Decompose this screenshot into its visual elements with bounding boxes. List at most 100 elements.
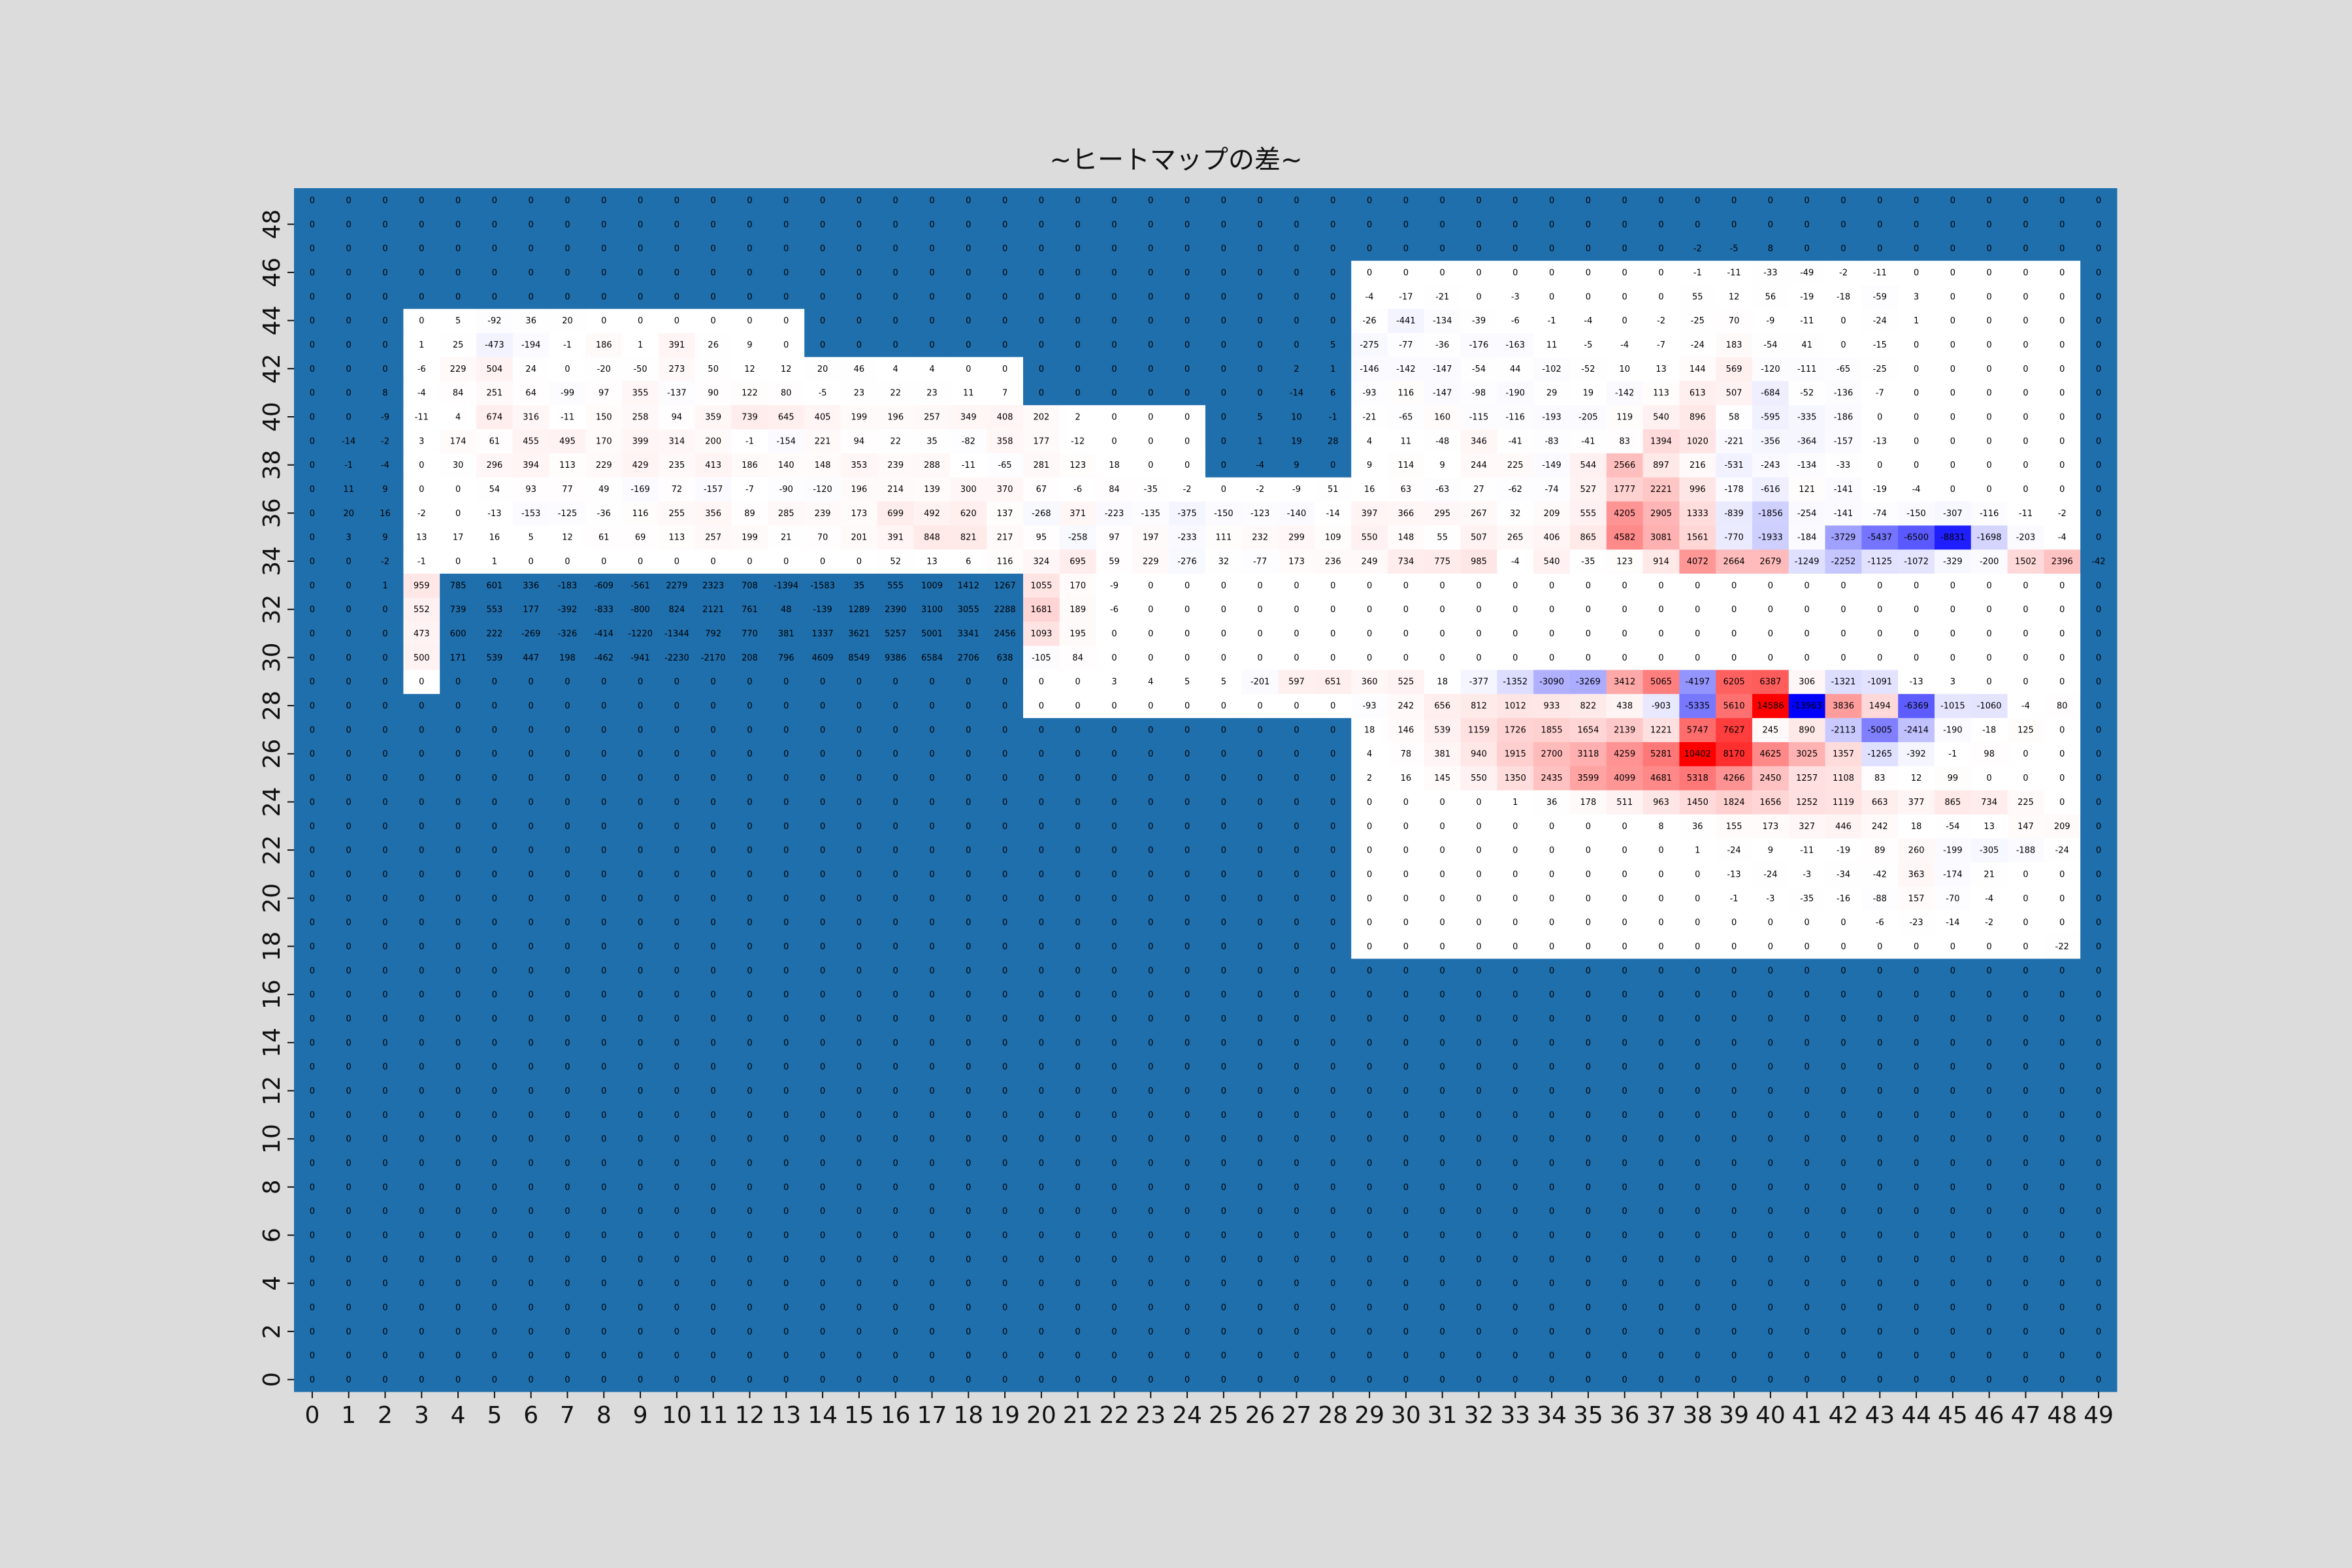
cell-value-label: 0 bbox=[1258, 196, 1263, 206]
cell-value-label: 0 bbox=[310, 774, 315, 783]
cell-value-label: 0 bbox=[1148, 412, 1153, 422]
cell-value-label: 0 bbox=[1549, 653, 1554, 663]
cell-value-label: 0 bbox=[638, 557, 643, 567]
heatmap-cell bbox=[1716, 1247, 1753, 1272]
cell-value-label: -13 bbox=[1873, 436, 1887, 446]
cell-value-label: -13 bbox=[1909, 678, 1923, 687]
cell-value-label: -141 bbox=[1834, 485, 1854, 495]
cell-value-label: -1394 bbox=[774, 581, 798, 591]
cell-value-label: 0 bbox=[638, 1351, 643, 1361]
heatmap-cell bbox=[1570, 982, 1607, 1007]
cell-value-label: 0 bbox=[1805, 1351, 1810, 1361]
cell-value-label: 0 bbox=[1111, 1111, 1117, 1120]
cell-value-label: 0 bbox=[2023, 220, 2028, 230]
heatmap-cell bbox=[1315, 1295, 1352, 1320]
cell-value-label: 0 bbox=[638, 244, 643, 254]
cell-value-label: 0 bbox=[711, 316, 716, 326]
cell-value-label: 0 bbox=[1258, 1086, 1263, 1096]
cell-value-label: 0 bbox=[564, 1207, 570, 1217]
cell-value-label: 0 bbox=[783, 870, 789, 879]
cell-value-label: 0 bbox=[1476, 1255, 1481, 1265]
cell-value-label: 0 bbox=[1221, 605, 1226, 615]
cell-value-label: 0 bbox=[529, 244, 534, 254]
heatmap-cell bbox=[841, 1006, 878, 1031]
cell-value-label: -25 bbox=[1691, 316, 1705, 326]
cell-value-label: 0 bbox=[711, 894, 716, 904]
heatmap-cell bbox=[1533, 1054, 1571, 1079]
cell-value-label: 0 bbox=[1258, 220, 1263, 230]
cell-value-label: -183 bbox=[558, 581, 578, 591]
cell-value-label: 0 bbox=[929, 798, 934, 808]
cell-value-label: 0 bbox=[1258, 1062, 1263, 1072]
cell-value-label: 1681 bbox=[1030, 605, 1052, 615]
cell-value-label: -135 bbox=[1141, 509, 1161, 519]
cell-value-label: 0 bbox=[1695, 1183, 1700, 1192]
cell-value-label: -24 bbox=[1727, 846, 1740, 856]
cell-value-label: 97 bbox=[598, 389, 610, 399]
cell-value-label: 0 bbox=[1294, 268, 1299, 278]
cell-value-label: 0 bbox=[1987, 340, 1992, 350]
cell-value-label: 0 bbox=[1658, 1135, 1663, 1145]
cell-value-label: 0 bbox=[1111, 244, 1117, 254]
cell-value-label: 555 bbox=[887, 581, 904, 591]
cell-value-label: 0 bbox=[1002, 244, 1007, 254]
cell-value-label: 0 bbox=[564, 1183, 570, 1192]
heatmap-cell bbox=[1278, 1343, 1315, 1368]
cell-value-label: 0 bbox=[2023, 1255, 2028, 1265]
cell-value-label: 0 bbox=[1512, 1327, 1518, 1337]
cell-value-label: -4 bbox=[1584, 316, 1592, 326]
heatmap-cell bbox=[1388, 1367, 1425, 1392]
heatmap-cell bbox=[367, 1151, 404, 1176]
cell-value-label: 0 bbox=[310, 1183, 315, 1192]
cell-value-label: 0 bbox=[747, 749, 752, 759]
cell-value-label: 0 bbox=[2023, 918, 2028, 928]
cell-value-label: 0 bbox=[1440, 1014, 1445, 1024]
cell-value-label: 0 bbox=[783, 798, 789, 808]
cell-value-label: 0 bbox=[529, 1327, 534, 1337]
cell-value-label: 157 bbox=[1908, 894, 1925, 904]
heatmap-cell bbox=[768, 1367, 805, 1392]
cell-value-label: 0 bbox=[601, 846, 606, 856]
cell-value-label: 2905 bbox=[1650, 509, 1672, 519]
cell-value-label: -188 bbox=[2016, 846, 2036, 856]
cell-value-label: 244 bbox=[1471, 461, 1487, 470]
cell-value-label: 0 bbox=[1987, 1327, 1992, 1337]
cell-value-label: 0 bbox=[1731, 653, 1737, 663]
cell-value-label: 0 bbox=[601, 1303, 606, 1313]
cell-value-label: 0 bbox=[2059, 1135, 2065, 1145]
cell-value-label: 0 bbox=[1476, 581, 1481, 591]
cell-value-label: 0 bbox=[1731, 966, 1737, 976]
cell-value-label: 0 bbox=[1403, 1038, 1409, 1048]
cell-value-label: 0 bbox=[1221, 365, 1226, 374]
heatmap-cell bbox=[622, 1295, 659, 1320]
cell-value-label: -9 bbox=[1110, 581, 1119, 591]
cell-value-label: 0 bbox=[1512, 196, 1518, 206]
cell-value-label: 0 bbox=[310, 942, 315, 952]
cell-value-label: 0 bbox=[1221, 798, 1226, 808]
heatmap-cell bbox=[1424, 1126, 1462, 1152]
cell-value-label: 171 bbox=[450, 653, 466, 663]
cell-value-label: 296 bbox=[486, 461, 502, 470]
cell-value-label: 1824 bbox=[1723, 798, 1745, 808]
cell-value-label: 0 bbox=[1549, 1086, 1554, 1096]
cell-value-label: 0 bbox=[1950, 581, 1955, 591]
cell-value-label: 0 bbox=[1258, 1351, 1263, 1361]
cell-value-label: 0 bbox=[1840, 1231, 1846, 1241]
heatmap-cell bbox=[1679, 1151, 1716, 1176]
cell-value-label: 0 bbox=[529, 678, 534, 687]
heatmap-cell bbox=[1460, 982, 1497, 1007]
cell-value-label: 0 bbox=[2023, 1183, 2028, 1192]
cell-value-label: 0 bbox=[1840, 220, 1846, 230]
heatmap-cell bbox=[1315, 1223, 1352, 1248]
cell-value-label: 0 bbox=[1987, 1086, 1992, 1096]
cell-value-label: 0 bbox=[1330, 1111, 1335, 1120]
cell-value-label: 0 bbox=[1731, 1183, 1737, 1192]
cell-value-label: 0 bbox=[893, 678, 898, 687]
cell-value-label: 0 bbox=[529, 1351, 534, 1361]
heatmap-cell bbox=[1023, 1343, 1060, 1368]
cell-value-label: 0 bbox=[601, 1086, 606, 1096]
cell-value-label: 0 bbox=[1840, 196, 1846, 206]
cell-value-label: 0 bbox=[1586, 1038, 1591, 1048]
cell-value-label: 0 bbox=[1586, 1351, 1591, 1361]
cell-value-label: 0 bbox=[1768, 1231, 1773, 1241]
